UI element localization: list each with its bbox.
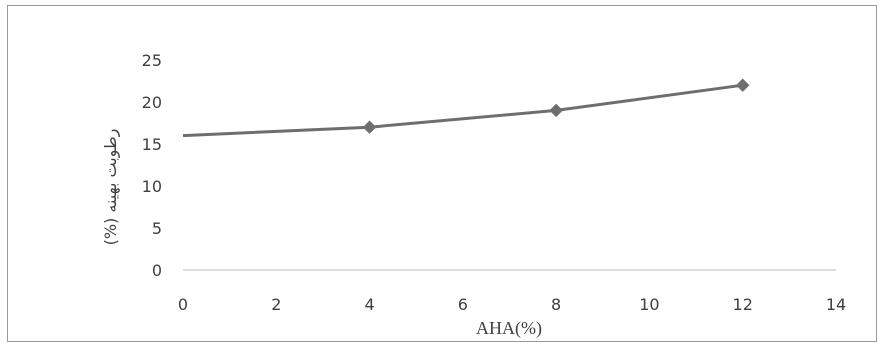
x-tick-labels: 0 2 4 6 8 10 12 14 bbox=[178, 295, 846, 314]
y-axis-title: رطوبت بهینه (%) bbox=[101, 129, 121, 246]
y-tick-label: 0 bbox=[152, 261, 162, 280]
x-tick-label: 12 bbox=[733, 295, 753, 314]
chart-frame bbox=[7, 5, 877, 342]
series-layer bbox=[182, 78, 750, 138]
x-tick-label: 4 bbox=[364, 295, 374, 314]
y-tick-label: 10 bbox=[142, 177, 162, 196]
y-tick-label: 5 bbox=[152, 219, 162, 238]
y-tick-labels: 0 5 10 15 20 25 bbox=[142, 51, 162, 280]
x-tick-label: 14 bbox=[826, 295, 846, 314]
y-tick-label: 25 bbox=[142, 51, 162, 70]
x-tick-label: 2 bbox=[271, 295, 281, 314]
data-point-marker bbox=[362, 120, 377, 134]
y-tick-label: 15 bbox=[142, 135, 162, 154]
x-tick-label: 8 bbox=[551, 295, 561, 314]
x-tick-label: 6 bbox=[458, 295, 468, 314]
y-tick-label: 20 bbox=[142, 93, 162, 112]
data-point-marker bbox=[736, 78, 750, 92]
x-tick-label: 0 bbox=[178, 295, 188, 314]
x-axis-title: AHA(%) bbox=[476, 318, 542, 339]
data-point-marker bbox=[549, 103, 563, 118]
x-tick-label: 10 bbox=[639, 295, 659, 314]
series-line bbox=[182, 83, 743, 138]
